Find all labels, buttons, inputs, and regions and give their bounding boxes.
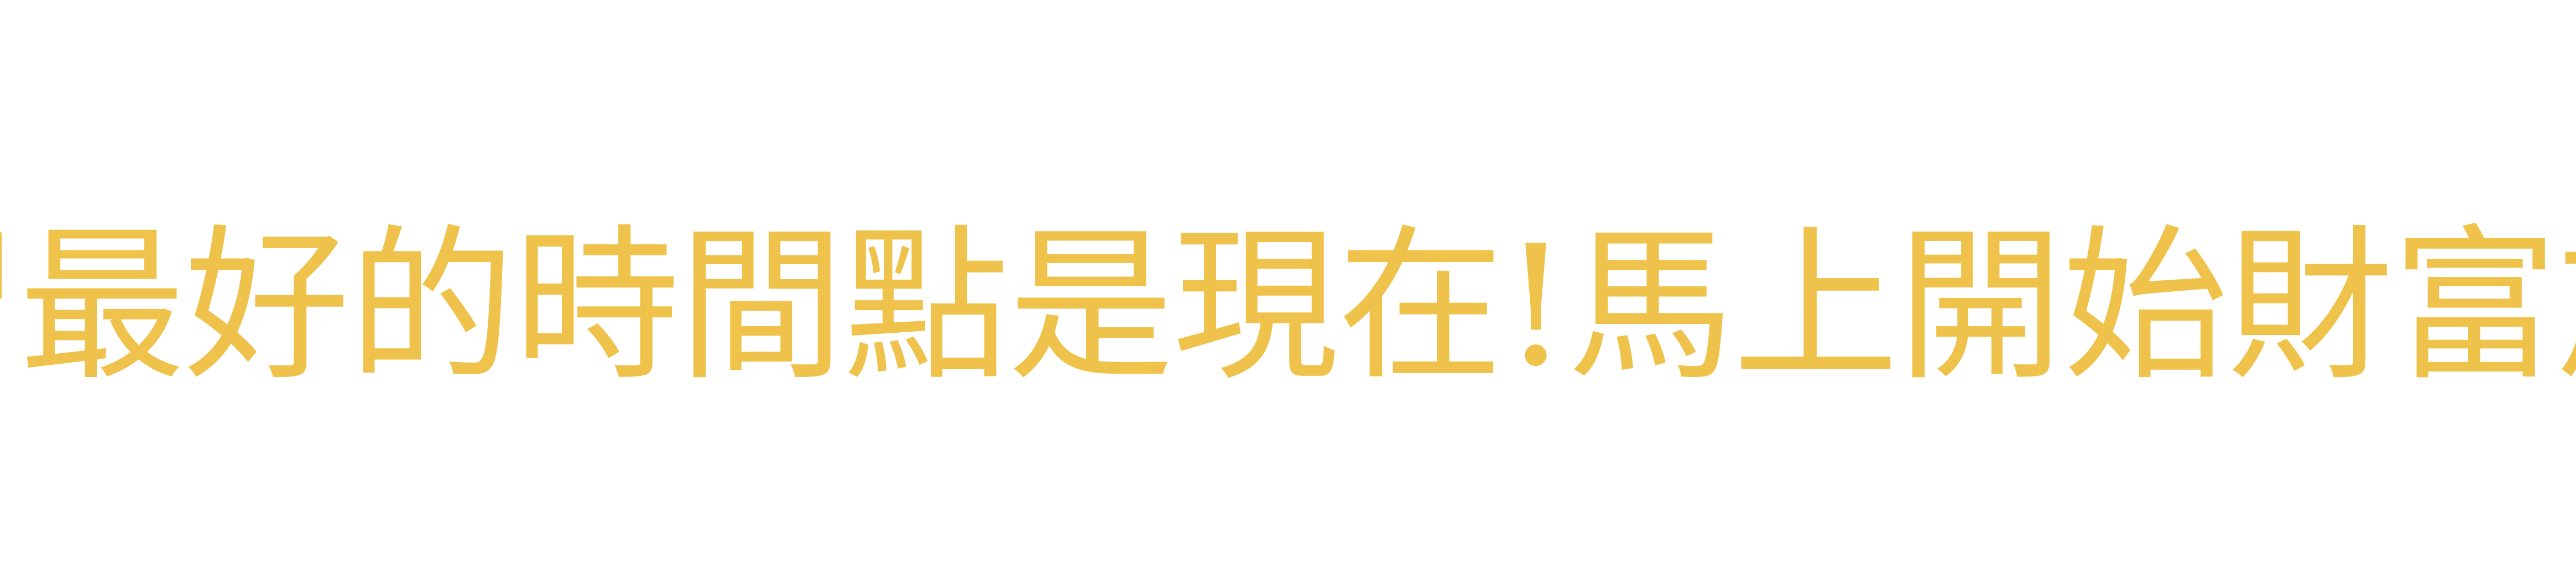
headline-text: 學習最好的時間點是現在!馬上開始財富旅程: [0, 210, 2576, 403]
